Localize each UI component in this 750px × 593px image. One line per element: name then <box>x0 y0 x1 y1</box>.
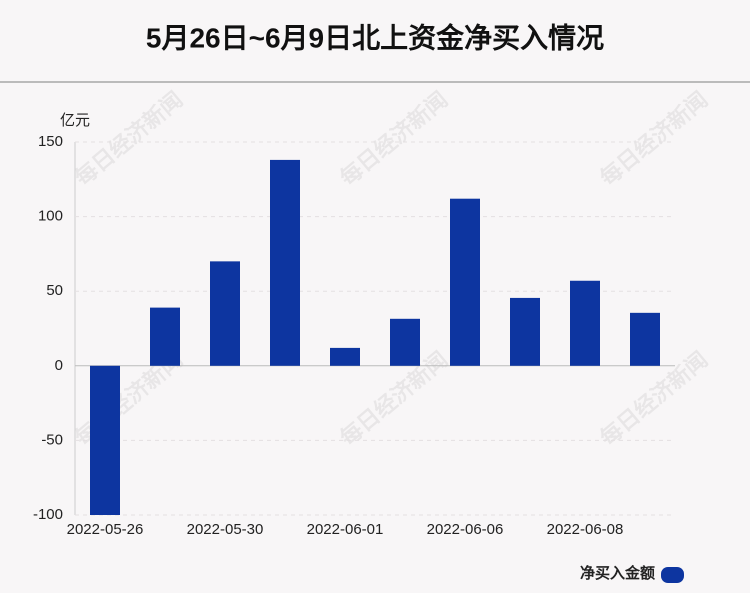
x-tick-label: 2022-06-08 <box>547 521 624 538</box>
y-tick-label: -100 <box>33 506 63 523</box>
bar <box>150 307 180 366</box>
y-tick-label: 0 <box>55 357 63 374</box>
x-tick-label: 2022-05-26 <box>67 521 144 538</box>
x-tick-label: 2022-05-30 <box>187 521 264 538</box>
legend-label: 净买入金额 <box>580 564 655 582</box>
y-tick-label: -50 <box>41 431 63 448</box>
bar <box>450 198 480 366</box>
legend-swatch <box>661 567 684 583</box>
y-tick-label: 100 <box>38 208 63 225</box>
y-unit: 亿元 <box>60 112 90 129</box>
y-tick-label: 50 <box>46 282 63 299</box>
bar <box>330 347 360 366</box>
x-tick-label: 2022-06-06 <box>427 521 504 538</box>
x-tick-label: 2022-06-01 <box>307 521 384 538</box>
bar <box>630 312 660 366</box>
bar <box>210 261 240 366</box>
bar <box>390 318 420 366</box>
bar <box>270 159 300 366</box>
bar <box>90 365 120 515</box>
bar <box>510 297 540 366</box>
chart-title: 5月26日~6月9日北上资金净买入情况 <box>146 21 604 53</box>
bar <box>570 280 600 366</box>
y-tick-label: 150 <box>38 133 63 150</box>
